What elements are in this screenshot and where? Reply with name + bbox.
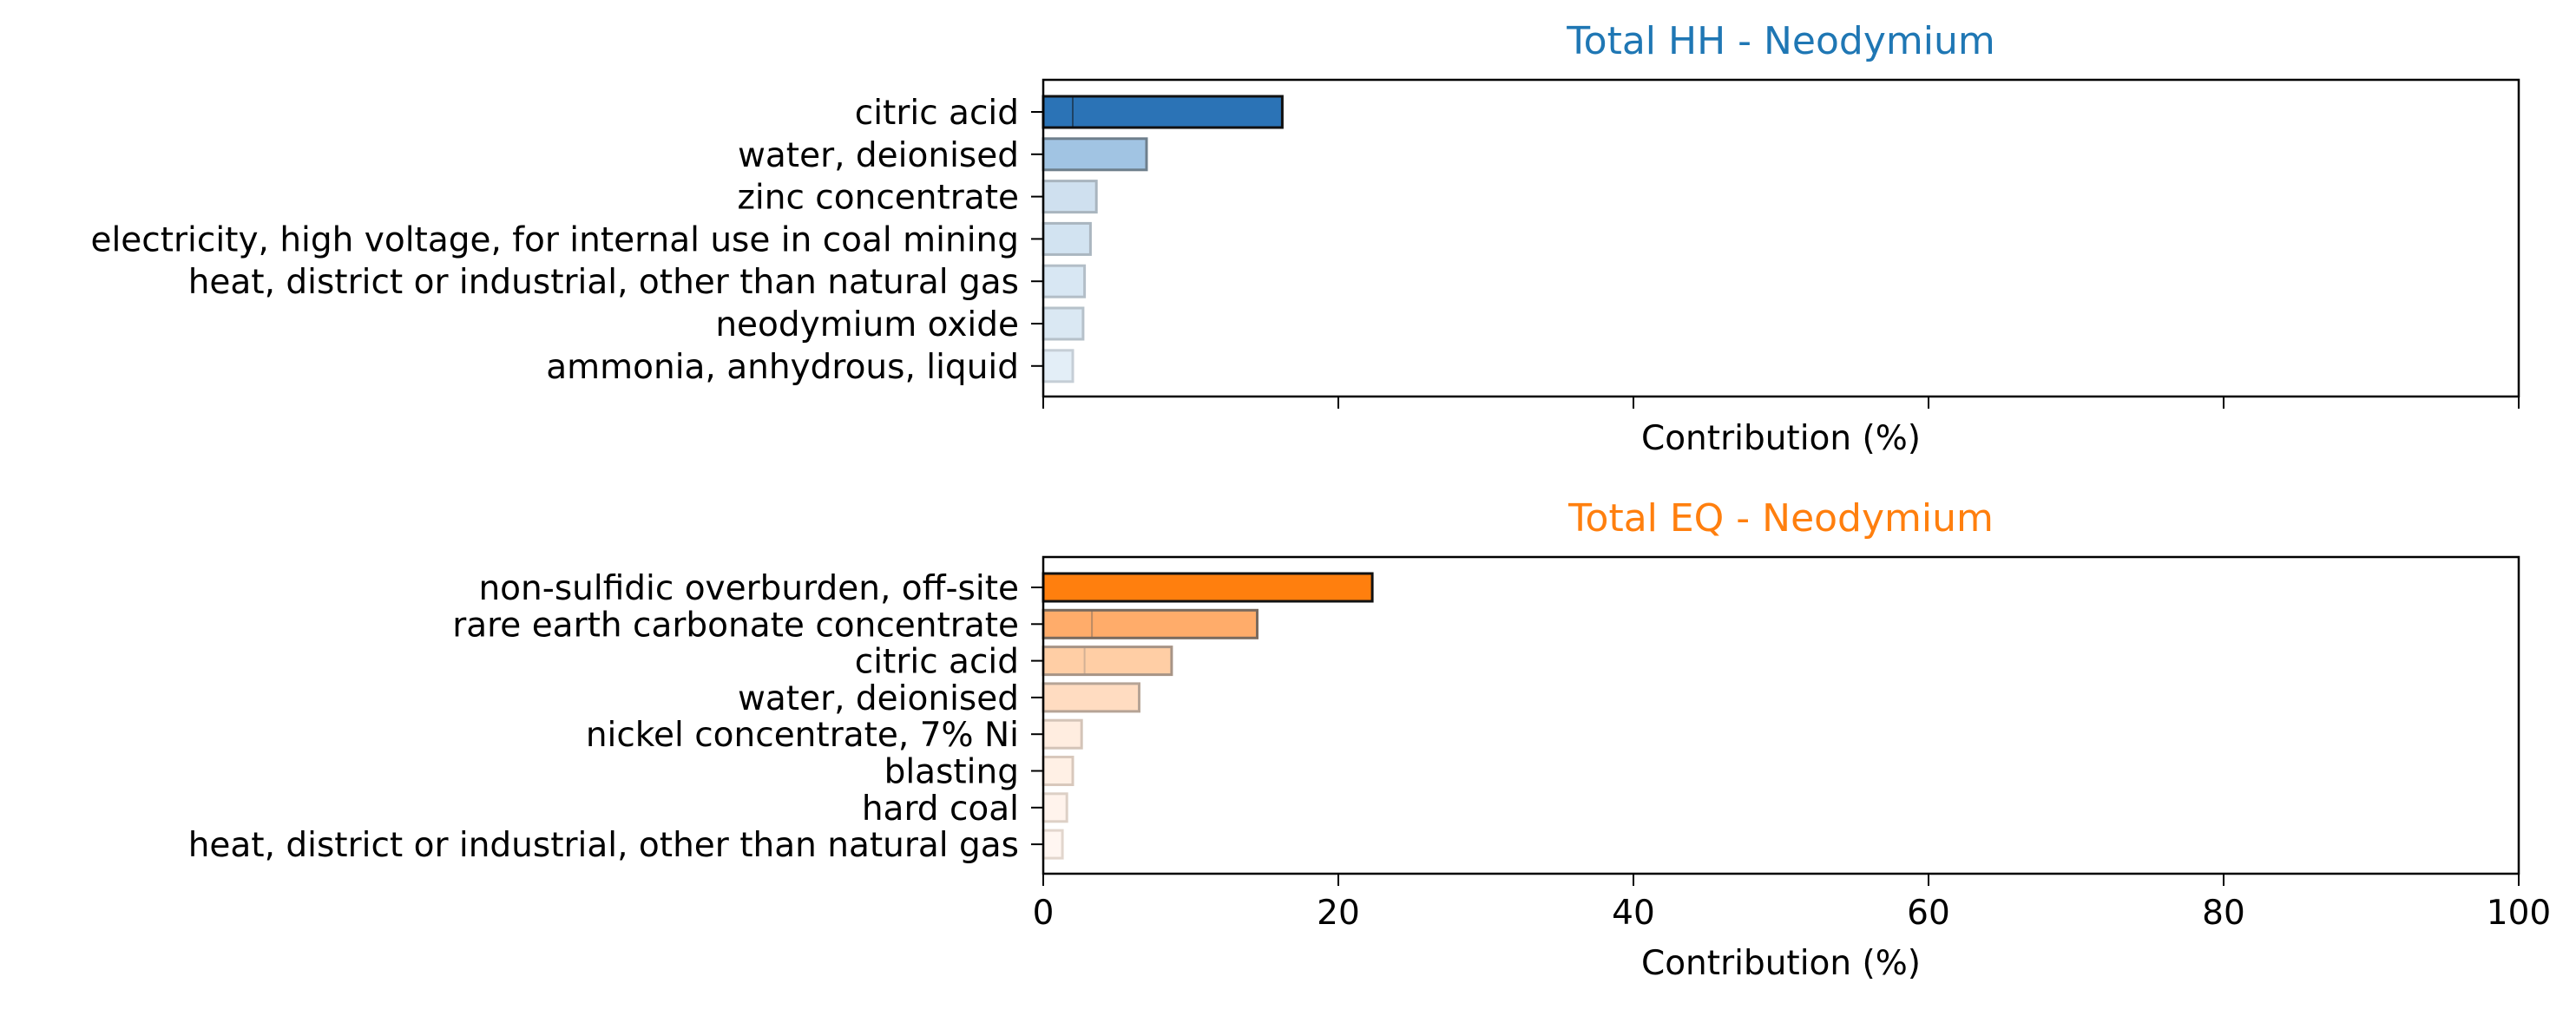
category-label: non-sulfidic overburden, off-site [478, 569, 1019, 608]
category-label: ammonia, anhydrous, liquid [546, 348, 1019, 387]
category-label: water, deionised [738, 136, 1019, 175]
chart-title: Total EQ - Neodymium [1567, 496, 1994, 541]
category-label: hard coal [862, 790, 1019, 829]
bar [1043, 96, 1282, 128]
bar [1043, 610, 1258, 638]
axes-frame [1043, 557, 2519, 874]
bar [1043, 139, 1147, 170]
bar [1043, 757, 1073, 785]
bar [1043, 181, 1096, 213]
category-label: zinc concentrate [737, 179, 1019, 218]
x-tick-label: 20 [1317, 894, 1360, 933]
bar [1043, 574, 1372, 601]
category-label: nickel concentrate, 7% Ni [586, 716, 1019, 755]
x-axis-label: Contribution (%) [1641, 419, 1921, 458]
bar [1043, 223, 1090, 254]
bar [1043, 684, 1140, 711]
category-label: rare earth carbonate concentrate [452, 606, 1019, 645]
bar [1043, 265, 1085, 297]
chart-title: Total HH - Neodymium [1566, 19, 1994, 63]
bar [1043, 794, 1067, 822]
x-axis-label: Contribution (%) [1641, 944, 1921, 983]
category-label: blasting [884, 753, 1019, 792]
bar [1043, 720, 1081, 748]
bar [1043, 830, 1062, 858]
category-label: water, deionised [738, 679, 1019, 718]
x-tick-label: 80 [2202, 894, 2245, 933]
x-tick-label: 60 [1907, 894, 1950, 933]
bar [1043, 308, 1083, 339]
x-tick-label: 100 [2487, 894, 2551, 933]
category-label: citric acid [855, 643, 1019, 682]
category-label: heat, district or industrial, other than… [188, 826, 1019, 865]
category-label: citric acid [855, 94, 1019, 133]
bar [1043, 647, 1172, 675]
category-label: neodymium oxide [715, 305, 1019, 344]
category-label: heat, district or industrial, other than… [188, 263, 1019, 302]
category-label: electricity, high voltage, for internal … [90, 220, 1019, 259]
x-tick-label: 0 [1033, 894, 1055, 933]
x-tick-label: 40 [1612, 894, 1655, 933]
bar [1043, 351, 1073, 382]
